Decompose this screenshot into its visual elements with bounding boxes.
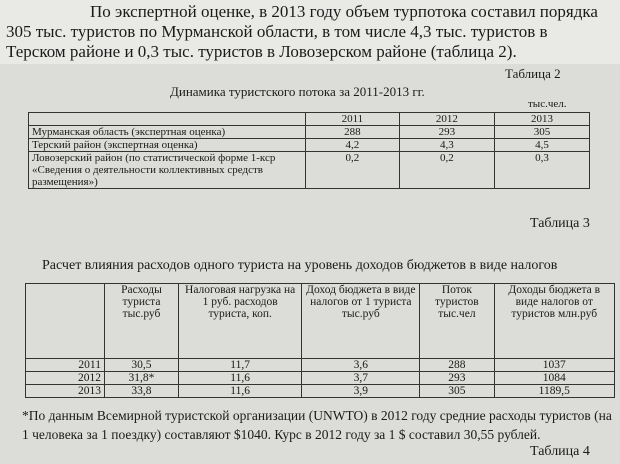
header-cell: 2011 xyxy=(305,112,400,126)
table: 2011 2012 2013 Мурманская область (экспертн… xyxy=(28,112,591,189)
table-cell: 0,3 xyxy=(493,151,591,189)
header-cell: Расходы туриста тыс.руб xyxy=(104,283,179,359)
table-label: Таблица 4 xyxy=(530,444,590,459)
table-row: 2011 30,5 11,7 3,6 288 1037 xyxy=(25,358,616,372)
paragraph-line: 305 тыс. туристов по Мурманской области,… xyxy=(6,22,548,41)
table-row: Ловозерский район (по статистической фор… xyxy=(28,151,591,189)
table-cell: 31,8* xyxy=(104,371,179,385)
table-cell: 1084 xyxy=(493,371,616,385)
table-cell: 30,5 xyxy=(104,358,179,372)
table-cell: Ловозерский район (по статистической фор… xyxy=(28,151,306,189)
header-cell: 2012 xyxy=(398,112,495,126)
paragraph-line: Терском районе и 0,3 тыс. туристов в Лов… xyxy=(6,42,517,61)
table-cell: Терский район (экспертная оценка) xyxy=(28,138,306,152)
table-cell: 11,6 xyxy=(177,371,303,385)
table-cell: Мурманская область (экспертная оценка) xyxy=(28,125,306,139)
table-cell: 2011 xyxy=(25,358,105,372)
paragraph-line: По экспертной оценке, в 2013 году объем … xyxy=(90,2,598,21)
table-label: Таблица 3 xyxy=(530,216,590,231)
table-cell: 3,9 xyxy=(301,384,421,398)
table-cell: 293 xyxy=(419,371,495,385)
table-row: Терский район (экспертная оценка) 4,2 4,3 4… xyxy=(28,138,591,152)
table-unit: тыс.чел. xyxy=(528,98,567,110)
header-row: Расходы туриста тыс.руб Налоговая нагрузк… xyxy=(25,283,616,359)
table-cell: 3,7 xyxy=(301,371,421,385)
table-label: Таблица 2 xyxy=(505,66,561,81)
header-cell: Налоговая нагрузка на 1 руб. расходов ту… xyxy=(177,283,303,359)
table-title: Динамика туристского потока за 2011-2013… xyxy=(170,84,425,99)
header-cell: 2013 xyxy=(493,112,591,126)
table-cell: 0,2 xyxy=(398,151,495,189)
table-cell: 293 xyxy=(398,125,495,139)
table-cell: 33,8 xyxy=(104,384,179,398)
table-cell: 11,7 xyxy=(177,358,303,372)
table-row: 2013 33,8 11,6 3,9 305 1189,5 xyxy=(25,384,616,398)
table-title: Расчет влияния расходов одного туриста н… xyxy=(42,258,558,273)
footnote: *По данным Всемирной туристской организа… xyxy=(22,408,612,442)
table-cell: 288 xyxy=(419,358,495,372)
table-cell: 288 xyxy=(305,125,400,139)
header-cell xyxy=(28,112,306,126)
table-row: Мурманская область (экспертная оценка) 28… xyxy=(28,125,591,139)
table-cell: 4,3 xyxy=(398,138,495,152)
table-cell: 11,6 xyxy=(177,384,303,398)
table-cell: 305 xyxy=(493,125,591,139)
table-cell: 305 xyxy=(419,384,495,398)
table-cell: 1037 xyxy=(493,358,616,372)
table-cell: 3,6 xyxy=(301,358,421,372)
table-row: 2012 31,8* 11,6 3,7 293 1084 xyxy=(25,371,616,385)
table-cell: 4,5 xyxy=(493,138,591,152)
header-row: 2011 2012 2013 xyxy=(28,112,591,126)
table-cell: 4,2 xyxy=(305,138,400,152)
table-cell: 1189,5 xyxy=(493,384,616,398)
paragraph: По экспертной оценке, в 2013 году объем … xyxy=(0,0,620,64)
table-cell: 2013 xyxy=(25,384,105,398)
header-cell: Доход бюджета в виде налогов от 1 турист… xyxy=(301,283,421,359)
table: Расходы туриста тыс.руб Налоговая нагрузк… xyxy=(25,283,616,398)
header-cell xyxy=(25,283,105,359)
header-cell: Доходы бюджета в виде налогов от туристо… xyxy=(493,283,616,359)
table-cell: 2012 xyxy=(25,371,105,385)
table-cell: 0,2 xyxy=(305,151,400,189)
header-cell: Поток туристов тыс.чел xyxy=(419,283,495,359)
